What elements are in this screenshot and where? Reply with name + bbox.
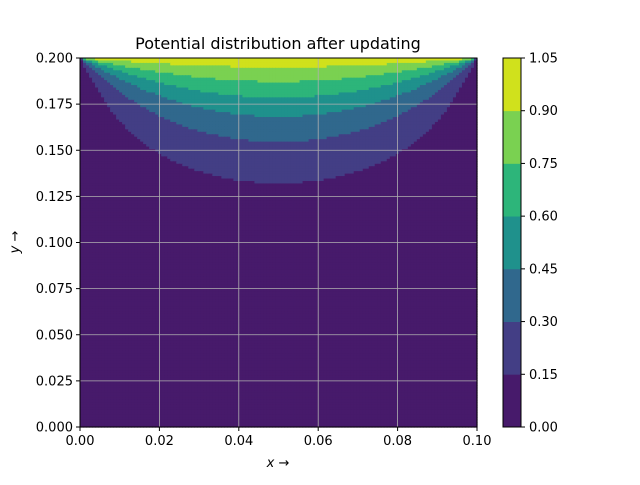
contour-plot-area: 0.00 0.02 0.04 0.06 0.08 0.100.0000.0250.0500… (36, 52, 492, 450)
x-axis-label: x → (266, 456, 290, 471)
y-axis-label: y → (8, 231, 23, 255)
chart-title: Potential distribution after updating (135, 34, 421, 53)
